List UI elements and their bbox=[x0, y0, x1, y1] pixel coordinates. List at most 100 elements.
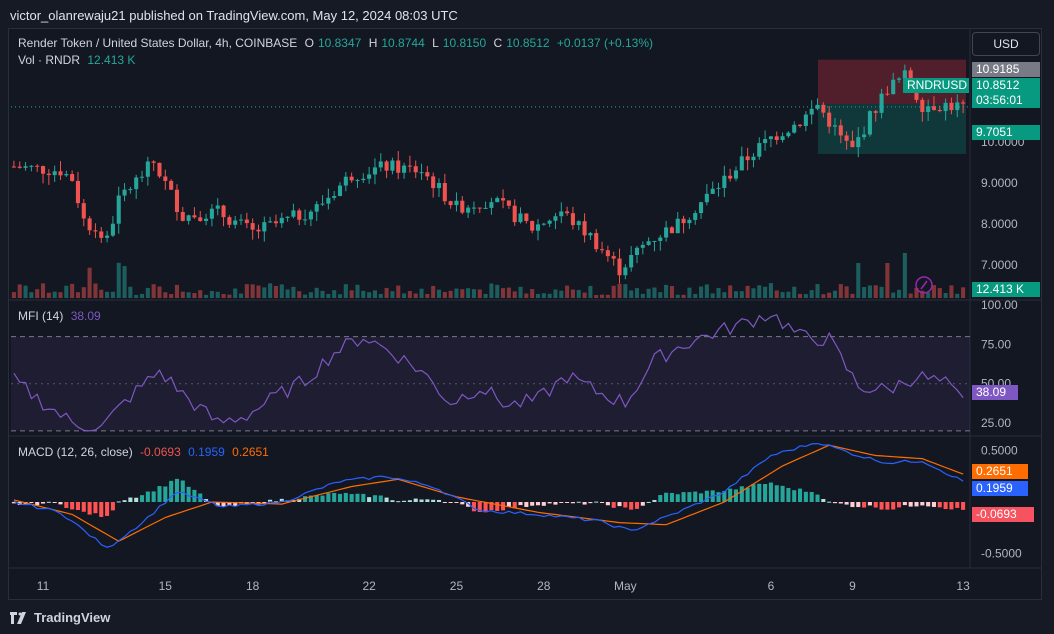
macd-histogram-bar bbox=[221, 502, 226, 507]
macd-histogram-bar bbox=[570, 502, 575, 504]
macd-histogram-bar bbox=[471, 502, 476, 512]
volume-bar bbox=[634, 288, 640, 298]
candle-body bbox=[489, 202, 494, 208]
macd-axis-label: 0.5000 bbox=[981, 443, 1018, 457]
candle-body bbox=[384, 161, 389, 171]
candle-body bbox=[896, 78, 902, 80]
macd-histogram-bar bbox=[46, 501, 51, 503]
candle-body bbox=[186, 215, 191, 221]
volume-bar bbox=[605, 294, 610, 298]
candle-body bbox=[745, 156, 750, 161]
mfi-axis-label: 75.00 bbox=[981, 337, 1011, 351]
volume-bar bbox=[40, 283, 46, 298]
candle-body bbox=[471, 207, 476, 209]
candle-body bbox=[378, 161, 383, 168]
candle-body bbox=[512, 205, 517, 223]
volume-bar bbox=[600, 294, 605, 298]
candle-body bbox=[139, 176, 145, 178]
mfi-band-fill bbox=[11, 336, 970, 431]
candle-body bbox=[891, 79, 896, 95]
macd-histogram-bar bbox=[349, 494, 354, 502]
macd-histogram-bar bbox=[600, 502, 605, 503]
symbol-title[interactable]: Render Token / United States Dollar, 4h,… bbox=[18, 36, 298, 50]
volume-bar bbox=[832, 290, 838, 298]
macd-histogram-bar bbox=[163, 486, 168, 502]
volume-bar bbox=[937, 288, 942, 298]
volume-bar bbox=[827, 292, 832, 298]
volume-bar bbox=[425, 293, 430, 298]
volume-bar bbox=[768, 283, 773, 298]
volume-bar bbox=[914, 287, 919, 298]
macd-histogram-bar bbox=[233, 502, 238, 507]
volume-bar bbox=[477, 289, 482, 298]
macd-histogram-bar bbox=[873, 502, 878, 508]
macd-histogram-bar bbox=[530, 502, 535, 506]
volume-bar bbox=[169, 294, 174, 298]
macd-histogram-bar bbox=[180, 480, 185, 502]
macd-histogram-bar bbox=[29, 502, 34, 503]
macd-histogram-bar bbox=[506, 502, 511, 507]
macd-histogram-bar bbox=[646, 501, 651, 503]
volume-bar bbox=[93, 283, 98, 298]
time-axis-label: 11 bbox=[37, 579, 50, 593]
macd-histogram-bar bbox=[250, 502, 255, 503]
macd-histogram-bar bbox=[856, 502, 861, 508]
currency-button[interactable]: USD bbox=[972, 32, 1040, 56]
volume-bar bbox=[530, 289, 535, 298]
macd-histogram-bar bbox=[757, 483, 762, 502]
candle-body bbox=[675, 218, 680, 234]
macd-histogram-bar bbox=[821, 498, 826, 502]
macd-label[interactable]: MACD (12, 26, close) bbox=[18, 445, 133, 459]
candle-body bbox=[110, 223, 115, 236]
time-axis-label: 22 bbox=[362, 579, 376, 593]
macd-histogram-bar bbox=[733, 489, 739, 502]
candle-body bbox=[687, 219, 692, 224]
candle-body bbox=[617, 258, 622, 276]
macd-hist-tag: -0.0693 bbox=[972, 507, 1034, 522]
footer-brand[interactable]: TradingView bbox=[10, 610, 110, 625]
candle-body bbox=[52, 171, 57, 176]
volume-bar bbox=[349, 290, 354, 298]
volume-bar bbox=[774, 290, 779, 298]
price-axis-label: 9.0000 bbox=[981, 176, 1018, 190]
volume-bar bbox=[361, 290, 366, 298]
candle-body bbox=[582, 221, 587, 236]
candle-body bbox=[367, 174, 372, 179]
volume-bar bbox=[332, 290, 337, 298]
volume-bar bbox=[378, 293, 383, 298]
macd-histogram-bar bbox=[815, 494, 820, 502]
macd-histogram-bar bbox=[308, 495, 313, 502]
candle-body bbox=[821, 104, 826, 113]
macd-histogram-bar bbox=[268, 499, 273, 502]
volume-bar bbox=[390, 291, 395, 298]
time-axis-label: 13 bbox=[956, 579, 970, 593]
volume-bar bbox=[17, 284, 22, 298]
macd-histogram-bar bbox=[52, 502, 57, 503]
candle-body bbox=[23, 166, 28, 168]
volume-bar bbox=[128, 286, 133, 298]
volume-bar bbox=[757, 285, 762, 298]
candle-body bbox=[151, 161, 156, 163]
volume-bar bbox=[739, 291, 744, 298]
candle-body bbox=[169, 180, 174, 190]
macd-signal-line bbox=[13, 444, 964, 542]
candle-body bbox=[652, 240, 657, 242]
volume-bar bbox=[46, 292, 51, 298]
change-value: +0.0137 (+0.13%) bbox=[556, 36, 653, 50]
mfi-label[interactable]: MFI (14) bbox=[18, 309, 64, 323]
volume-bar bbox=[495, 284, 500, 298]
volume-bar bbox=[792, 286, 797, 298]
candle-body bbox=[728, 175, 733, 179]
macd-histogram-bar bbox=[105, 502, 110, 516]
candle-body bbox=[477, 207, 482, 209]
ohlc-legend: Render Token / United States Dollar, 4h,… bbox=[18, 36, 657, 50]
macd-histogram-bar bbox=[827, 501, 832, 503]
candle-body bbox=[87, 218, 92, 231]
candle-body bbox=[506, 200, 511, 206]
volume-bar bbox=[908, 293, 913, 298]
time-axis-label: 15 bbox=[159, 579, 173, 593]
macd-histogram-bar bbox=[332, 492, 337, 502]
candle-body bbox=[739, 156, 744, 171]
volume-bar bbox=[926, 292, 931, 298]
